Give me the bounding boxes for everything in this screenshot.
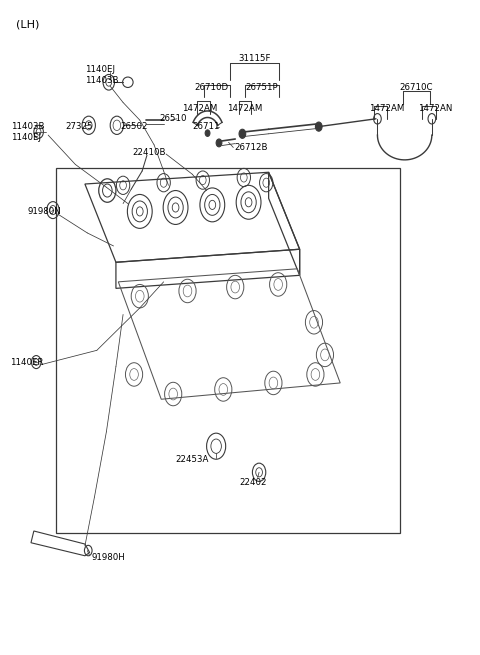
Text: 1472AM: 1472AM xyxy=(227,104,263,113)
Text: 1140EJ: 1140EJ xyxy=(85,66,115,75)
Text: (LH): (LH) xyxy=(16,19,39,29)
Text: 1140ER: 1140ER xyxy=(10,358,44,367)
Text: 11403B: 11403B xyxy=(85,77,119,85)
Text: 26510: 26510 xyxy=(160,114,187,123)
Text: 26502: 26502 xyxy=(120,122,148,131)
Text: 26710C: 26710C xyxy=(400,83,433,92)
Text: 27325: 27325 xyxy=(65,122,92,131)
Text: 22453A: 22453A xyxy=(176,455,209,464)
Text: 26712B: 26712B xyxy=(234,143,268,152)
Text: 1472AM: 1472AM xyxy=(182,104,217,113)
Circle shape xyxy=(315,122,322,131)
Text: 91980N: 91980N xyxy=(28,207,61,216)
Bar xyxy=(56,168,400,533)
Text: 26751P: 26751P xyxy=(245,83,278,92)
Circle shape xyxy=(239,129,246,138)
Text: 11403B: 11403B xyxy=(11,122,45,131)
Text: 22402: 22402 xyxy=(240,478,267,487)
Text: 1472AN: 1472AN xyxy=(419,104,453,113)
Text: 1140EJ: 1140EJ xyxy=(11,133,41,142)
Text: 26710D: 26710D xyxy=(194,83,228,92)
Text: 31115F: 31115F xyxy=(238,54,271,64)
Text: 91980H: 91980H xyxy=(91,553,125,561)
Text: 22410B: 22410B xyxy=(132,148,166,157)
Text: 1472AM: 1472AM xyxy=(369,104,405,113)
Circle shape xyxy=(216,139,222,147)
Circle shape xyxy=(205,130,210,136)
Text: 26711: 26711 xyxy=(193,122,220,131)
